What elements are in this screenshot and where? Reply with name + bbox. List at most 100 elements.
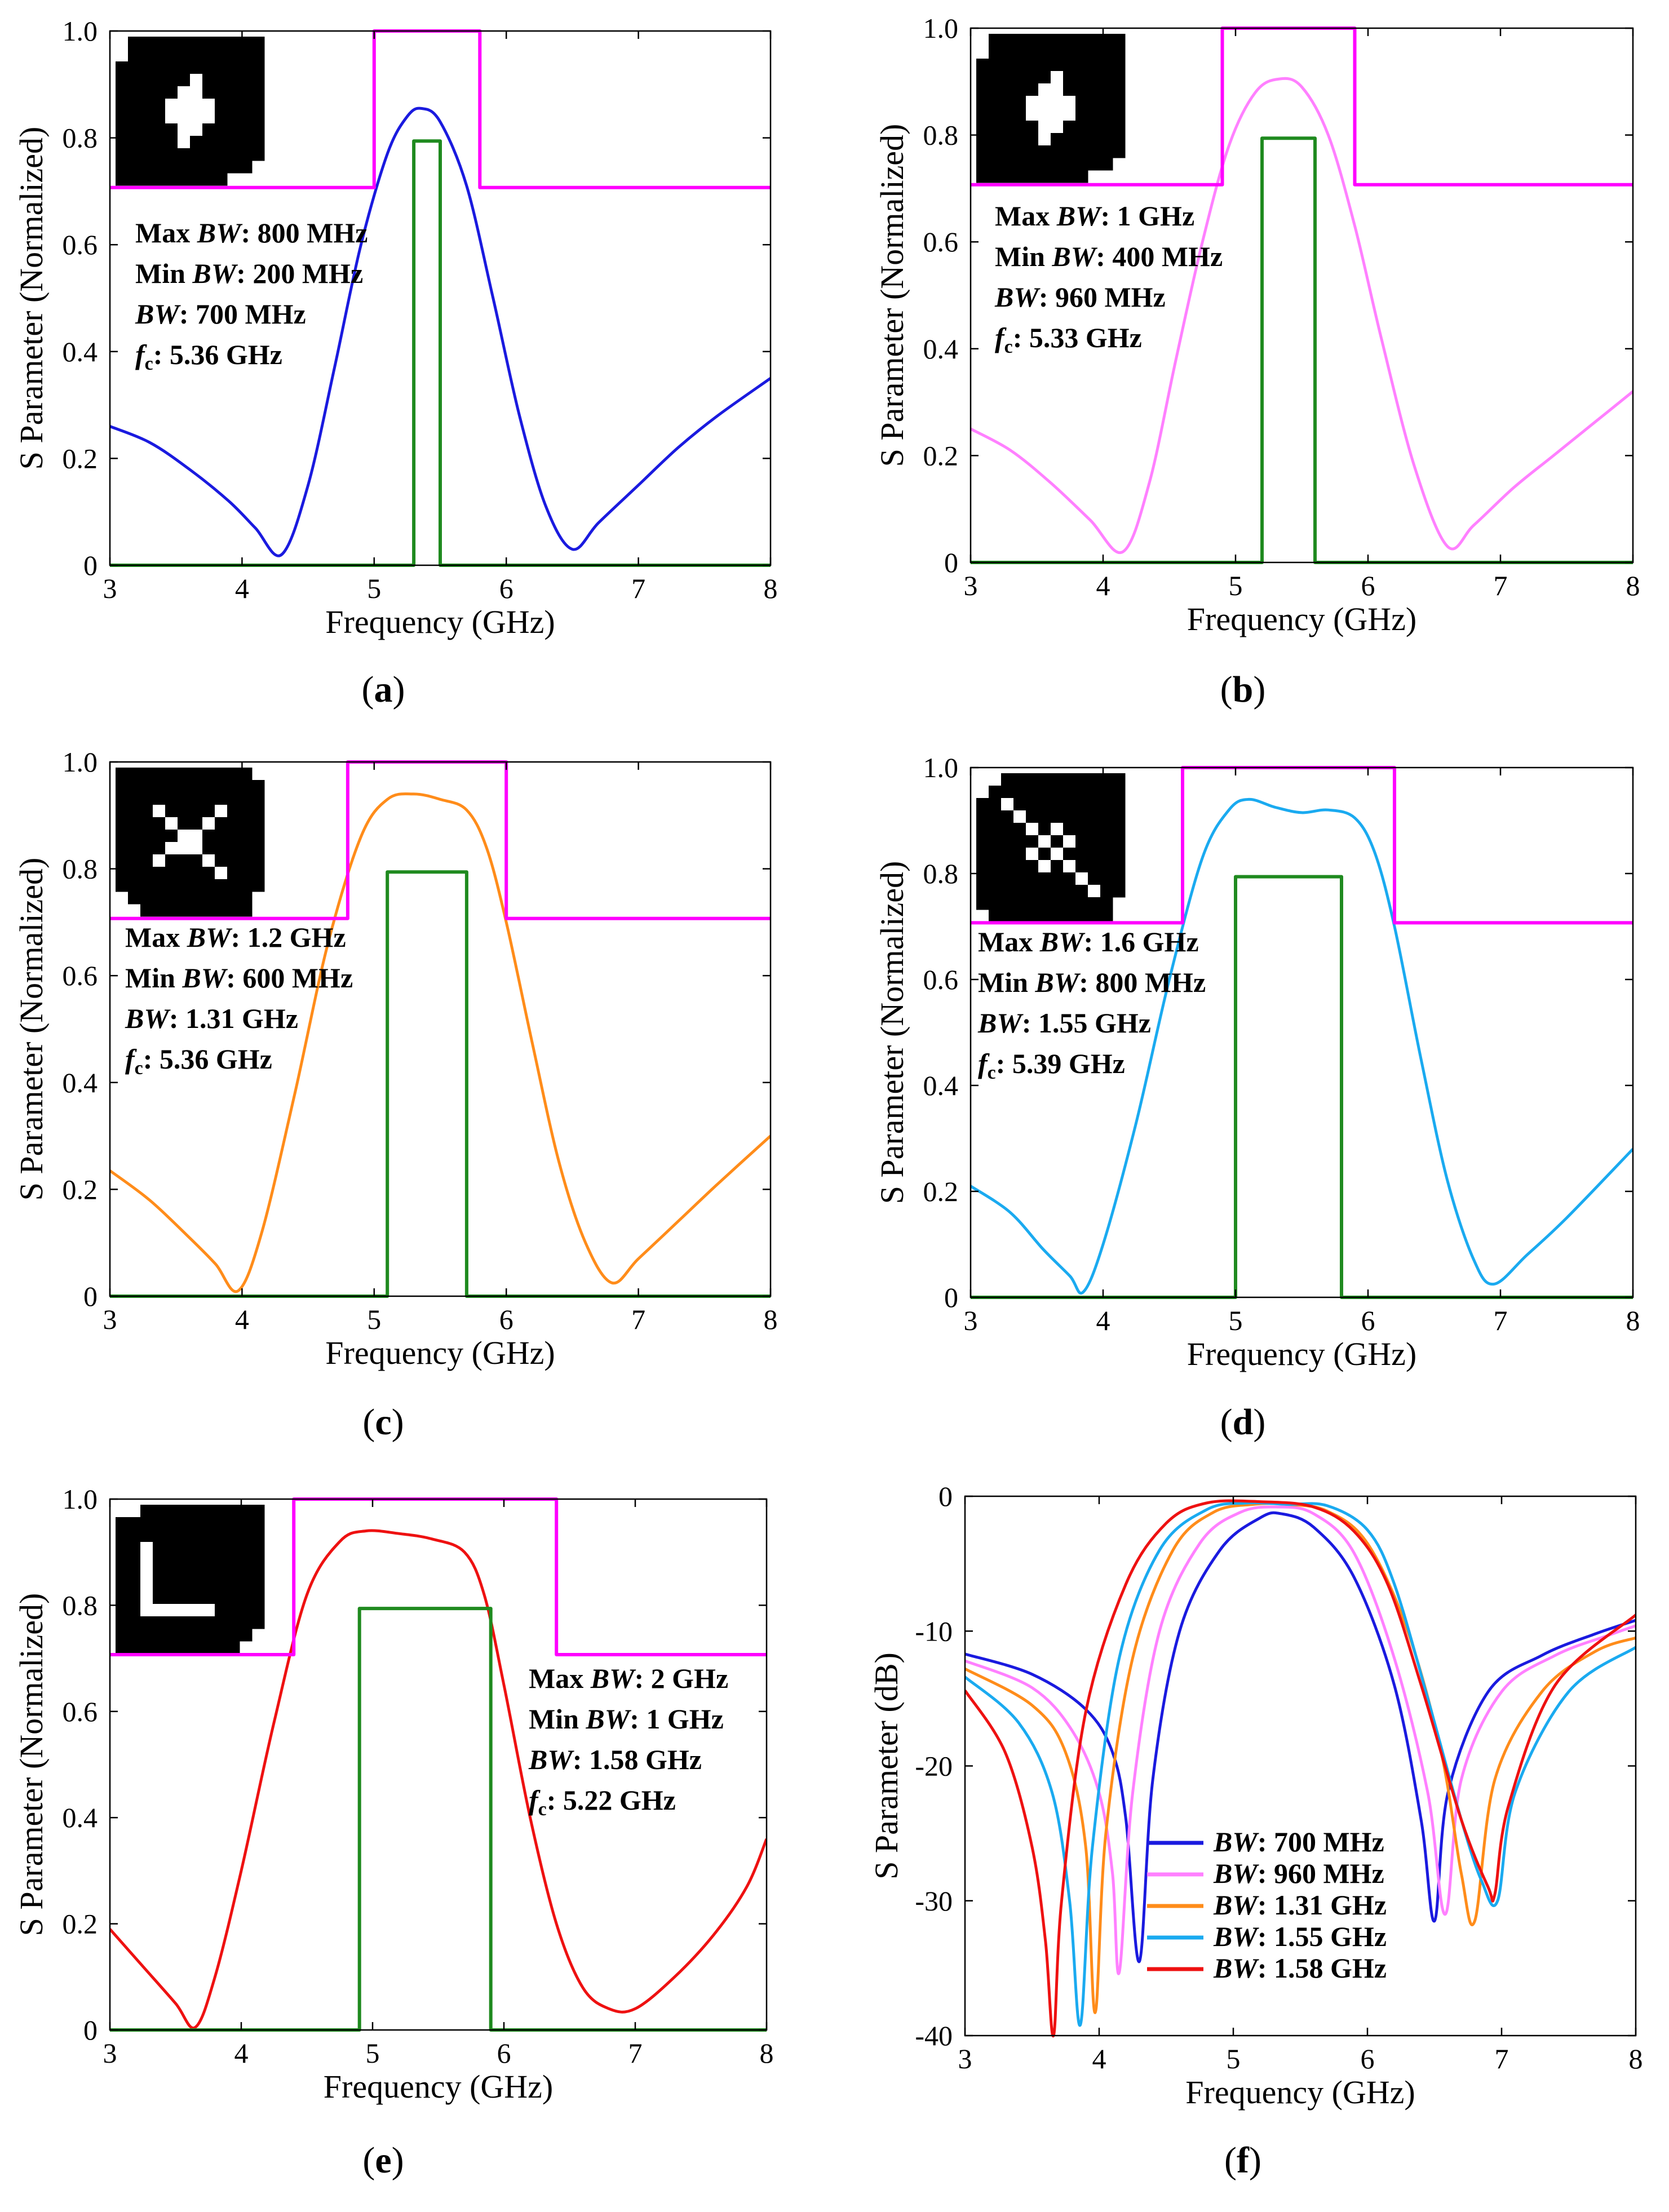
series-line-bw-700-mhz <box>965 1511 1636 1963</box>
series-line-response <box>110 1529 767 2029</box>
axes-frame <box>109 30 772 566</box>
y-tick-label: 0.4 <box>63 1067 98 1098</box>
caption-open: ( <box>1224 2140 1237 2181</box>
annotation-line: BW: 1.58 GHz <box>528 1744 702 1775</box>
annotation-value: : 800 MHz <box>1079 967 1206 998</box>
legend-symbol: BW <box>1213 1826 1259 1858</box>
series-line-bw-960-mhz <box>965 1505 1636 1975</box>
x-tick-label: 7 <box>1494 570 1508 601</box>
annotation-symbol: BW <box>181 962 228 994</box>
series-line-response <box>971 77 1633 555</box>
x-axis-label: Frequency (GHz) <box>325 1335 555 1371</box>
x-tick-label: 5 <box>367 573 381 604</box>
annotation-label: Max <box>125 921 187 953</box>
caption-close: ) <box>1253 1402 1265 1443</box>
x-tick-label: 6 <box>497 2037 511 2069</box>
annotation-subscript: c <box>538 1799 547 1820</box>
legend-value: : 1.55 GHz <box>1258 1921 1387 1952</box>
y-tick-label: 0.2 <box>923 440 959 471</box>
annotation-symbol: f <box>995 322 1007 353</box>
x-axis-label: Frequency (GHz) <box>1187 1336 1416 1372</box>
annotation-symbol: BW <box>187 921 233 953</box>
x-tick-label: 3 <box>958 2043 972 2074</box>
caption-letter: b <box>1233 669 1254 710</box>
annotation-symbol: BW <box>1056 200 1103 232</box>
y-tick-label: 0 <box>83 549 98 581</box>
annotation-symbol: f <box>978 1048 990 1079</box>
caption-letter: f <box>1237 2140 1250 2181</box>
y-tick-label: 0.8 <box>63 122 98 154</box>
y-tick-label: 1.0 <box>63 746 98 778</box>
annotation-symbol: f <box>529 1784 541 1816</box>
y-axis-label: S Parameter (dB) <box>868 1652 905 1879</box>
x-tick-label: 8 <box>760 2037 774 2069</box>
x-tick-label: 3 <box>964 570 978 601</box>
annotation-symbol: BW <box>585 1703 631 1735</box>
legend-value: : 960 MHz <box>1258 1858 1384 1889</box>
inset-pattern-image <box>116 768 265 917</box>
x-axis-label: Frequency (GHz) <box>325 604 555 640</box>
y-tick-label: 0.4 <box>923 1070 959 1101</box>
y-tick-label: 0 <box>944 547 958 578</box>
x-tick-label: 8 <box>1626 1305 1640 1336</box>
annotation-symbol: BW <box>135 298 181 330</box>
y-tick-label: 1.0 <box>63 15 98 47</box>
annotation-label: Max <box>529 1663 591 1694</box>
y-tick-label: 0.8 <box>923 119 959 151</box>
y-tick-label: -10 <box>915 1615 953 1647</box>
y-tick-label: -20 <box>915 1750 953 1782</box>
axes-frame <box>109 1498 768 2031</box>
legend-entry: BW: 1.55 GHz <box>1213 1921 1387 1952</box>
annotation-line: fc: 5.39 GHz <box>978 1048 1125 1083</box>
annotation-line: fc: 5.36 GHz <box>125 1043 272 1079</box>
y-axis-label: S Parameter (Normalized) <box>13 1593 50 1936</box>
annotation-line: Max BW: 1.2 GHz <box>125 921 346 953</box>
y-axis-label: S Parameter (Normalized) <box>874 124 910 467</box>
y-axis-label: S Parameter (Normalized) <box>874 861 910 1204</box>
x-tick-label: 7 <box>1494 1305 1508 1336</box>
legend-value: : 1.58 GHz <box>1258 1952 1387 1984</box>
legend-entry: BW: 700 MHz <box>1213 1826 1384 1858</box>
y-tick-label: 0.4 <box>63 1802 98 1833</box>
inset-pattern-image <box>116 37 265 186</box>
annotation-label: Min <box>995 241 1052 272</box>
annotation-subscript: c <box>135 1058 143 1079</box>
y-tick-label: 0.8 <box>63 853 98 885</box>
series-line-response <box>110 107 771 557</box>
panel-b: 3 4 5 6 7 8 0 0.2 0.4 0.6 0.8 1.0 Frequency (GHz) S P… <box>874 12 1640 710</box>
panel-caption: (b) <box>1220 669 1266 710</box>
x-tick-label: 6 <box>499 573 513 604</box>
panel-e: 3 4 5 6 7 8 0 0.2 0.4 0.6 0.8 1.0 Frequency (GHz) S P… <box>13 1483 774 2181</box>
y-tick-label: 0.2 <box>63 1173 98 1205</box>
annotation-symbol: BW <box>528 1744 574 1775</box>
x-tick-label: 4 <box>235 1304 249 1335</box>
x-tick-label: 4 <box>1096 570 1110 601</box>
caption-close: ) <box>392 1402 404 1443</box>
x-tick-label: 5 <box>1227 2043 1241 2074</box>
annotation-value: : 1.58 GHz <box>573 1744 702 1775</box>
x-axis-label: Frequency (GHz) <box>324 2068 553 2105</box>
annotation-symbol: BW <box>1034 967 1081 998</box>
y-axis-label: S Parameter (Normalized) <box>13 127 50 470</box>
annotation-value: : 5.36 GHz <box>153 339 282 370</box>
legend-value: : 700 MHz <box>1258 1826 1384 1858</box>
series-line-response <box>971 797 1633 1295</box>
x-tick-label: 5 <box>366 2037 380 2069</box>
caption-letter: d <box>1233 1402 1254 1443</box>
x-tick-label: 4 <box>235 573 249 604</box>
annotation-line: fc: 5.36 GHz <box>135 339 282 374</box>
caption-close: ) <box>393 669 405 710</box>
annotation-symbol: BW <box>192 258 238 289</box>
annotation-symbol: BW <box>125 1003 171 1034</box>
series-group <box>965 1499 1636 2038</box>
x-tick-label: 4 <box>1092 2043 1106 2074</box>
panel-caption: (c) <box>362 1402 404 1443</box>
annotation-line: Min BW: 1 GHz <box>529 1703 724 1735</box>
x-tick-label: 6 <box>499 1304 513 1335</box>
inset-pattern-image <box>976 34 1126 183</box>
annotation-line: Min BW: 400 MHz <box>995 241 1223 272</box>
x-tick-label: 7 <box>631 573 645 604</box>
y-tick-label: 0.2 <box>63 1908 98 1940</box>
panel-caption: (f) <box>1224 2140 1261 2181</box>
